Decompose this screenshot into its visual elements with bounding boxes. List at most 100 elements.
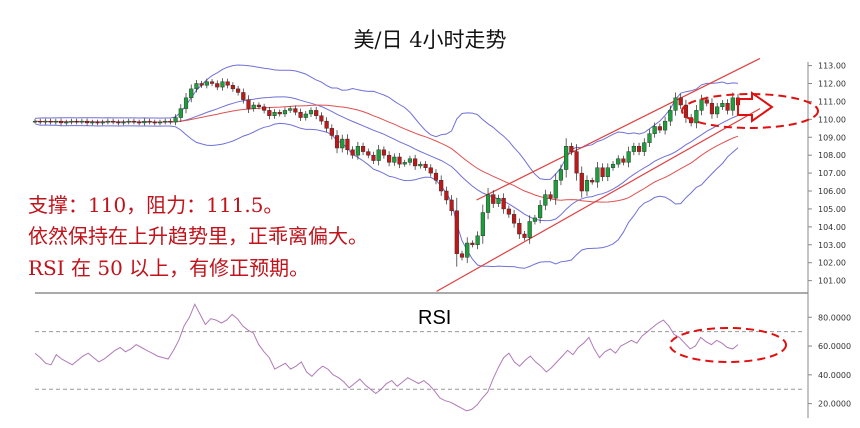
candle-body: [673, 97, 678, 111]
price-tick-label: 101.00: [818, 277, 846, 286]
candle-body: [90, 121, 95, 124]
candle-body: [626, 151, 631, 163]
candle: [137, 119, 142, 126]
candle: [241, 88, 246, 104]
candle-body: [402, 162, 407, 165]
annotation-uptrend: 依然保持在上升趋势里，正乖离偏大。: [28, 224, 368, 248]
candle-body: [532, 217, 537, 222]
candle: [553, 173, 558, 205]
candle: [225, 78, 230, 89]
candle-body: [246, 99, 251, 109]
candle-body: [111, 120, 116, 123]
candle: [64, 119, 69, 126]
candle: [387, 151, 392, 167]
candle: [626, 146, 631, 168]
candle-body: [715, 106, 720, 115]
candle: [517, 218, 522, 239]
candle-body: [569, 146, 574, 152]
candle-body: [142, 120, 147, 124]
candle: [350, 146, 355, 159]
candle-body: [262, 106, 267, 111]
candle-body: [668, 110, 673, 122]
annotation-support-resistance: 支撑：110，阻力：111.5。: [28, 193, 284, 217]
candle-body: [381, 149, 386, 156]
candle: [329, 124, 334, 140]
candle: [298, 108, 303, 122]
candle-body: [590, 180, 595, 183]
candle: [53, 118, 58, 125]
candle: [199, 80, 204, 88]
candle: [48, 118, 53, 125]
candle: [371, 151, 376, 165]
grid-layer: [35, 62, 809, 418]
candle: [678, 93, 683, 109]
candle: [246, 95, 251, 113]
rsi-tick-label: 20.0000: [818, 400, 851, 409]
candle: [282, 107, 288, 118]
candle: [303, 110, 308, 121]
candle-body: [225, 81, 230, 86]
candle-body: [360, 146, 366, 152]
price-tick-label: 111.00: [818, 97, 846, 106]
candle-body: [470, 242, 475, 245]
rsi-tick-label: 60.0000: [818, 342, 851, 351]
candle-body: [376, 149, 381, 161]
candle-body: [251, 104, 256, 109]
price-tick-label: 109.00: [818, 133, 846, 142]
price-tick-label: 112.00: [818, 80, 846, 89]
candle: [413, 154, 418, 170]
candle: [475, 231, 480, 250]
price-tick-label: 106.00: [818, 187, 846, 196]
moving-average-layer: [34, 104, 739, 203]
candle: [428, 164, 433, 177]
candle: [600, 163, 605, 182]
candle: [418, 161, 423, 169]
candle: [423, 161, 428, 171]
candle-body: [334, 135, 340, 149]
candle-body: [178, 108, 183, 118]
candle: [381, 146, 386, 159]
candle: [715, 102, 720, 118]
candle: [407, 155, 413, 166]
candle-body: [204, 81, 209, 86]
candle-body: [137, 121, 142, 124]
candle: [433, 169, 439, 185]
candle-body: [678, 97, 683, 106]
candle: [402, 159, 407, 167]
candle-body: [32, 120, 38, 123]
arrow-right-icon: [737, 91, 774, 123]
candle: [730, 92, 735, 116]
candle-body: [663, 120, 668, 131]
candle-body: [647, 133, 652, 143]
candle-body: [522, 233, 527, 238]
candle-body: [584, 180, 590, 192]
candle: [32, 118, 38, 124]
candle: [512, 209, 517, 228]
candle: [69, 118, 74, 125]
candle-body: [48, 120, 53, 123]
candle-body: [308, 110, 314, 115]
candle-body: [694, 110, 699, 124]
candle: [392, 153, 397, 166]
rsi-tick-label: 40.0000: [818, 371, 851, 380]
candle-body: [459, 253, 465, 258]
candle: [74, 118, 79, 125]
price-tick-label: 108.00: [818, 151, 846, 160]
candle-body: [340, 138, 345, 149]
candle-body: [496, 197, 501, 204]
candle: [397, 153, 402, 169]
candle: [366, 148, 371, 159]
candle-body: [725, 103, 730, 111]
candle: [38, 118, 43, 125]
candle: [152, 119, 157, 126]
candle-body: [189, 88, 194, 99]
candle: [168, 118, 173, 125]
candle-body: [465, 242, 470, 258]
candle-body: [163, 120, 168, 123]
candle: [663, 116, 668, 135]
candle-body: [699, 99, 704, 111]
candle-body: [538, 205, 543, 219]
candle: [470, 240, 475, 248]
candle-body: [157, 121, 163, 124]
candle-body: [272, 111, 277, 116]
